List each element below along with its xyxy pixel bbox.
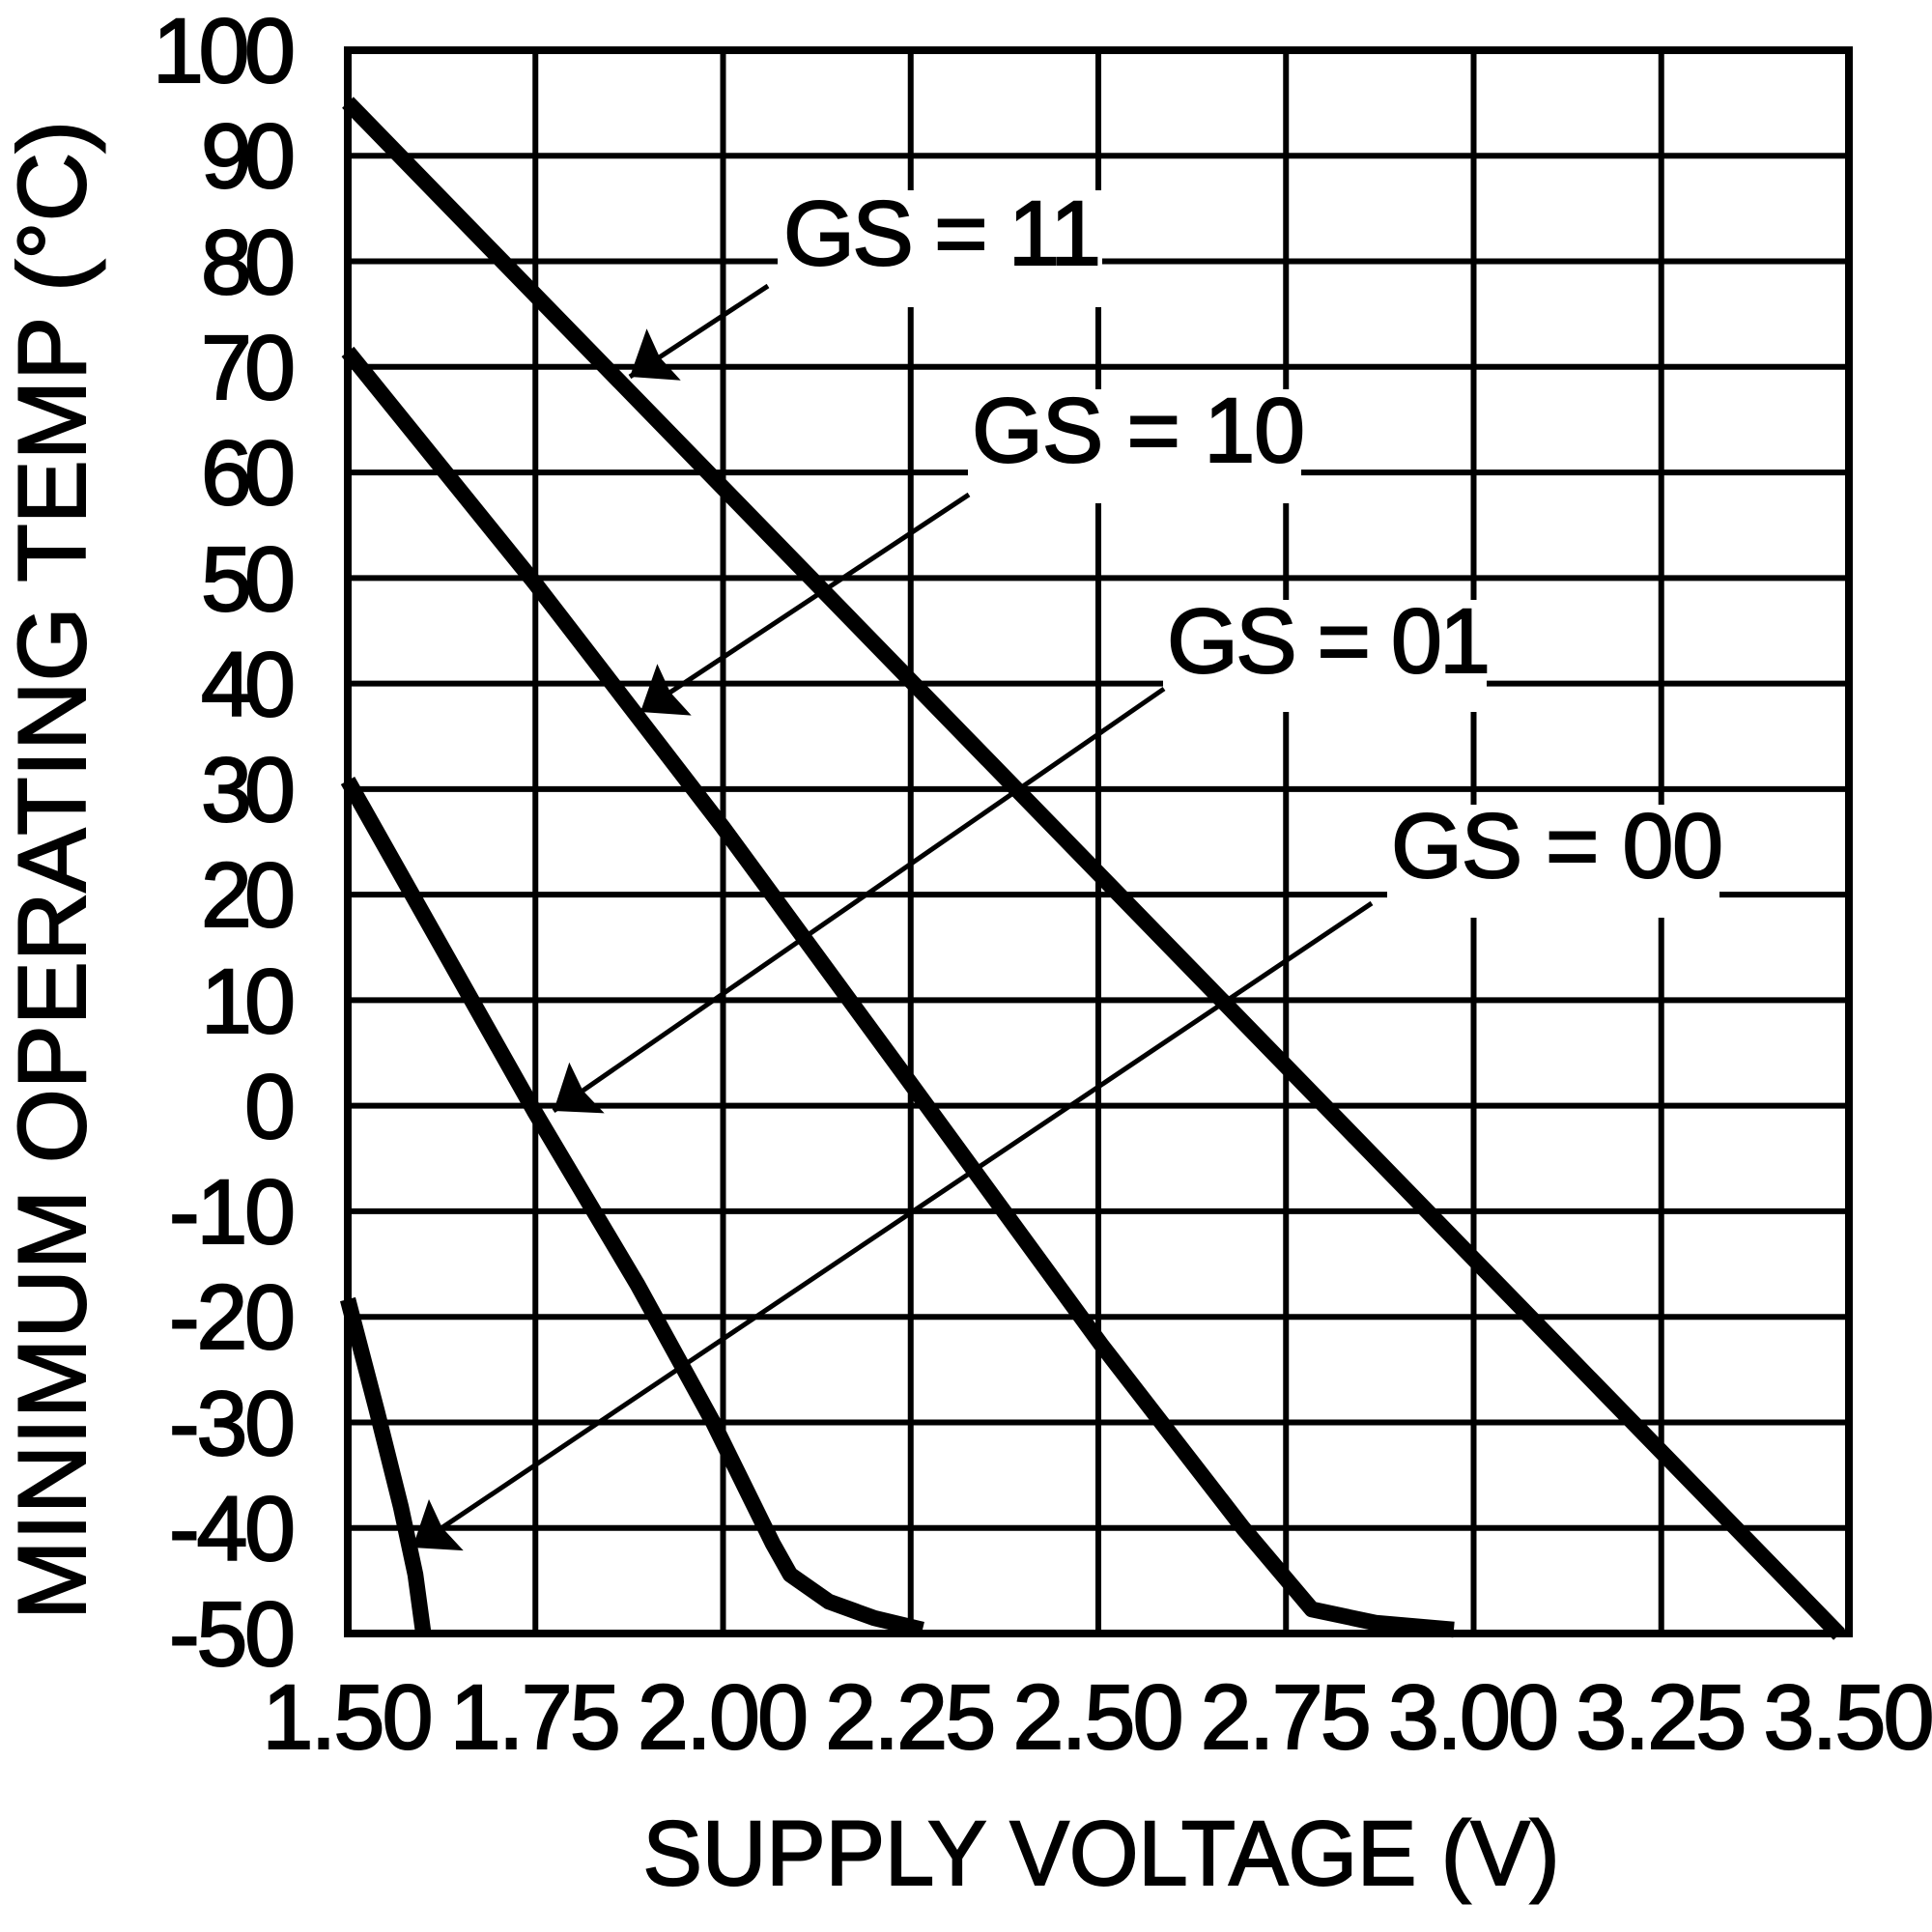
svg-text:70: 70 <box>201 317 296 419</box>
svg-text:1.75: 1.75 <box>450 1666 621 1769</box>
svg-text:20: 20 <box>201 844 296 947</box>
svg-text:3.25: 3.25 <box>1576 1666 1747 1769</box>
svg-text:MINIMUM OPERATING TEMP (°C): MINIMUM OPERATING TEMP (°C) <box>0 121 105 1620</box>
svg-text:2.25: 2.25 <box>825 1666 996 1769</box>
svg-text:90: 90 <box>201 105 296 208</box>
svg-text:30: 30 <box>201 739 296 841</box>
svg-text:GS = 10: GS = 10 <box>972 380 1305 482</box>
svg-text:SUPPLY VOLTAGE (V): SUPPLY VOLTAGE (V) <box>643 1803 1560 1905</box>
svg-text:10: 10 <box>201 951 296 1053</box>
svg-text:3.00: 3.00 <box>1388 1666 1559 1769</box>
svg-text:1.50: 1.50 <box>263 1666 434 1769</box>
svg-text:GS = 01: GS = 01 <box>1167 590 1491 693</box>
svg-text:2.00: 2.00 <box>638 1666 809 1769</box>
svg-text:100: 100 <box>153 0 296 102</box>
svg-text:50: 50 <box>201 528 296 631</box>
svg-text:-30: -30 <box>169 1373 296 1475</box>
svg-text:0: 0 <box>244 1056 296 1158</box>
svg-text:2.50: 2.50 <box>1013 1666 1184 1769</box>
svg-text:-50: -50 <box>169 1583 296 1686</box>
svg-text:-20: -20 <box>169 1266 296 1369</box>
svg-text:2.75: 2.75 <box>1201 1666 1372 1769</box>
svg-text:GS = 00: GS = 00 <box>1391 795 1723 897</box>
svg-text:3.50: 3.50 <box>1764 1666 1932 1769</box>
svg-text:60: 60 <box>201 422 296 525</box>
svg-text:40: 40 <box>201 634 296 736</box>
svg-text:-40: -40 <box>169 1478 296 1580</box>
svg-text:-10: -10 <box>169 1161 296 1264</box>
svg-text:80: 80 <box>201 212 296 314</box>
svg-text:GS = 11: GS = 11 <box>783 183 1101 285</box>
